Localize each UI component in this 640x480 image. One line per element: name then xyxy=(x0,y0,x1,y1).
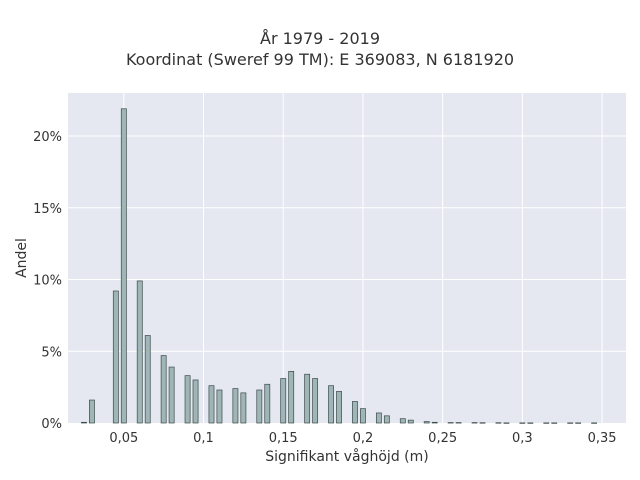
histogram-bar xyxy=(336,391,342,424)
histogram-bar xyxy=(216,389,223,424)
histogram-bar xyxy=(312,378,319,424)
y-tick-labels: 0% 5% 10% 15% 20% xyxy=(33,130,62,432)
histogram-bar xyxy=(144,335,151,424)
y-tick-label: 0% xyxy=(41,417,62,432)
chart-title: År 1979 - 2019 xyxy=(260,29,380,48)
histogram-bar xyxy=(264,383,271,424)
histogram-bar xyxy=(136,280,143,424)
x-tick-label: 0,15 xyxy=(269,431,298,446)
histogram-bar xyxy=(352,401,358,424)
x-tick-label: 0,1 xyxy=(193,431,214,446)
histogram-bar xyxy=(407,419,414,424)
y-tick-label: 10% xyxy=(33,274,62,289)
chart-subtitle: Koordinat (Sweref 99 TM): E 369083, N 61… xyxy=(125,50,515,69)
x-tick-labels: 0,05 0,1 0,15 0,2 0,25 0,3 0,35 xyxy=(109,431,616,446)
histogram-bar xyxy=(591,422,598,424)
histogram-bar xyxy=(280,378,287,424)
histogram-bar xyxy=(543,422,550,424)
histogram-bar xyxy=(192,379,199,424)
y-axis-title: Andel xyxy=(14,238,30,278)
histogram-bar xyxy=(168,366,175,424)
x-tick-label: 0,35 xyxy=(588,431,617,446)
y-tick-label: 5% xyxy=(41,345,62,360)
histogram-bar xyxy=(240,392,247,424)
histogram-bar xyxy=(112,290,119,424)
histogram-bar xyxy=(455,422,462,424)
histogram-bar xyxy=(288,370,295,424)
histogram-bar xyxy=(519,422,526,424)
x-tick-label: 0,05 xyxy=(109,431,138,446)
histogram-bar xyxy=(423,421,430,424)
histogram-bar xyxy=(304,373,311,424)
histogram-bar xyxy=(575,422,582,424)
histogram-bar xyxy=(256,389,263,424)
histogram-bar xyxy=(360,408,366,424)
histogram-bar xyxy=(208,385,215,424)
histogram-bar xyxy=(503,422,510,424)
y-gridlines xyxy=(68,135,626,352)
histogram-bar xyxy=(383,415,390,424)
y-tick-label: 15% xyxy=(33,202,62,217)
x-tick-label: 0,25 xyxy=(428,431,457,446)
histogram-bar xyxy=(567,422,574,424)
histogram-bar xyxy=(447,422,454,424)
chart-title-block: År 1979 - 2019 Koordinat (Sweref 99 TM):… xyxy=(0,28,640,70)
histogram-bar xyxy=(471,422,478,424)
x-tick-label: 0,2 xyxy=(353,431,374,446)
histogram-bar xyxy=(328,385,334,424)
histogram-bar xyxy=(527,422,534,424)
x-axis-title: Signifikant våghöjd (m) xyxy=(265,448,428,465)
plot-background xyxy=(68,93,626,423)
histogram-bar xyxy=(479,422,486,424)
histogram-bar xyxy=(160,355,167,424)
histogram-bar xyxy=(375,412,382,424)
histogram-bar xyxy=(120,108,127,424)
histogram-bar xyxy=(399,418,406,424)
y-tick-label: 20% xyxy=(33,130,62,145)
histogram-bar xyxy=(89,399,95,424)
histogram-bar xyxy=(495,422,502,424)
histogram-bar xyxy=(184,375,191,424)
histogram-bar xyxy=(431,421,438,424)
histogram-bar xyxy=(232,388,239,424)
histogram-bar xyxy=(81,421,87,424)
histogram-bar xyxy=(551,422,558,424)
x-tick-label: 0,3 xyxy=(512,431,533,446)
bar-series xyxy=(81,108,598,424)
